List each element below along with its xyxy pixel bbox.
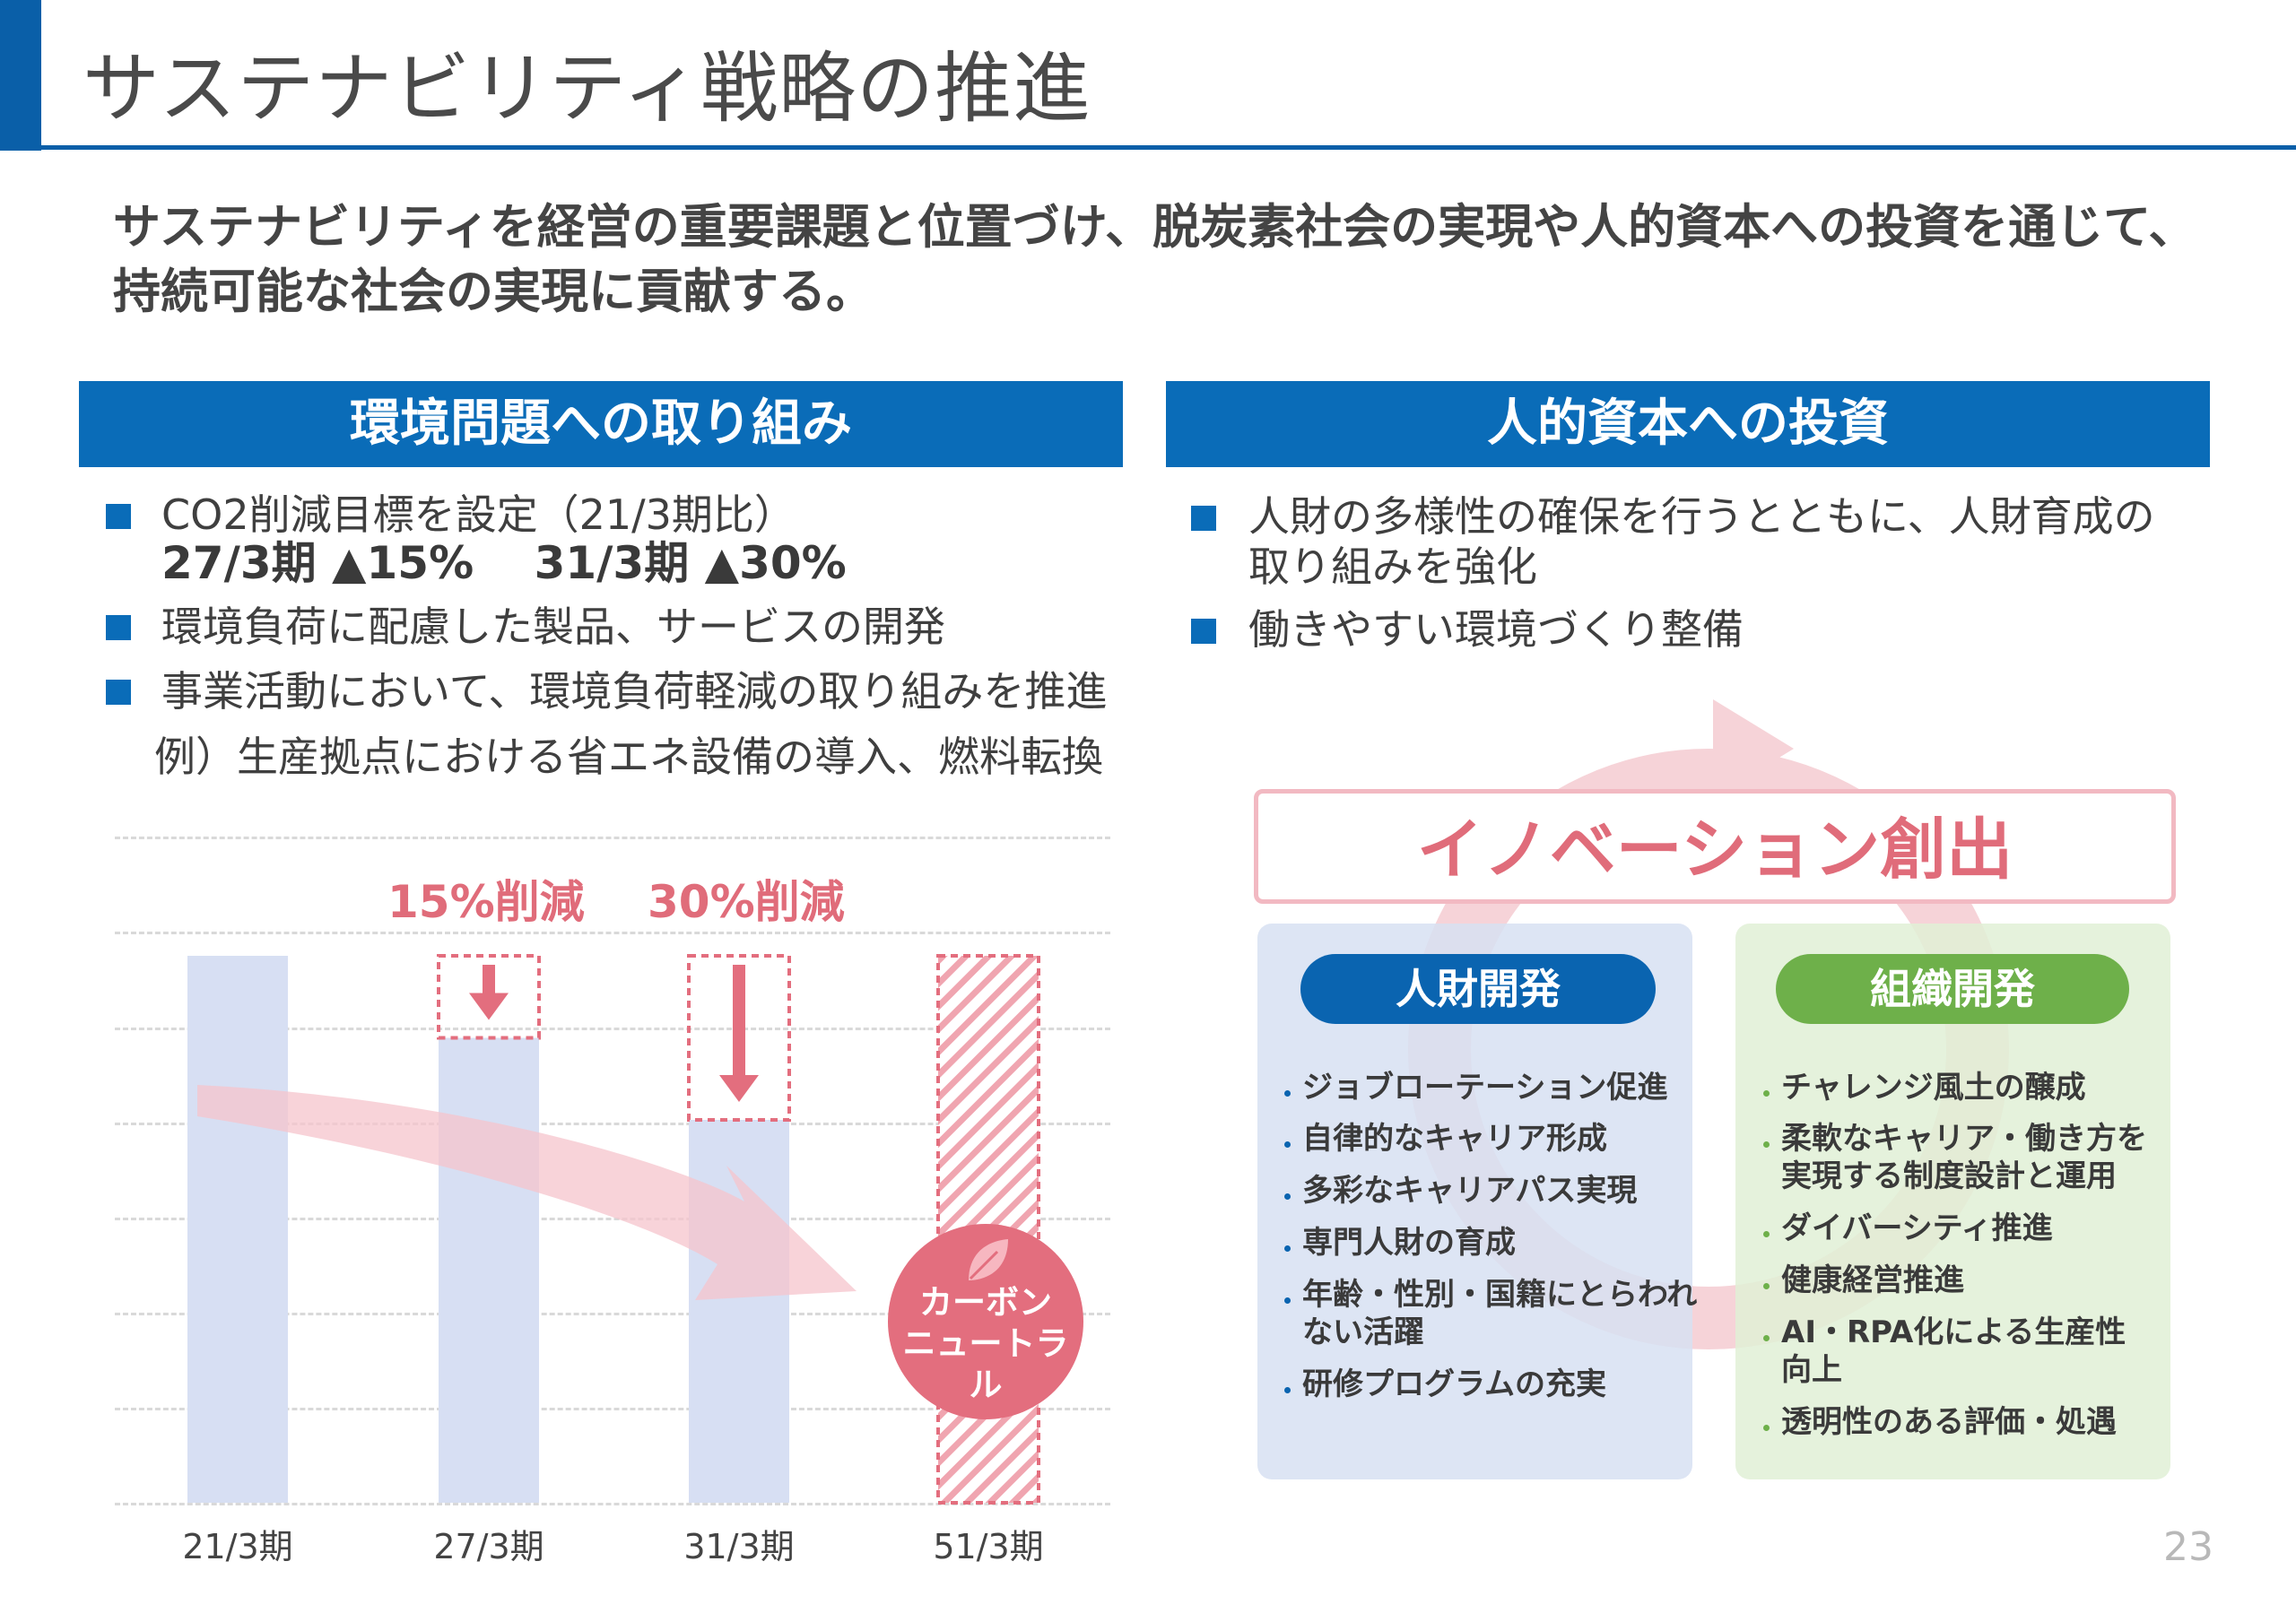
bar-21/3期 bbox=[187, 956, 288, 1503]
reduction-trend-arrow bbox=[197, 1085, 857, 1300]
down-arrow-shaft bbox=[733, 965, 745, 1075]
down-arrow-head bbox=[469, 993, 509, 1020]
carbon-label-line-2: ニュートラル bbox=[902, 1324, 1069, 1404]
x-tick-label: 27/3期 bbox=[433, 1527, 544, 1566]
env-section-header: 環境問題への取り組み bbox=[79, 381, 1123, 467]
grid-line bbox=[115, 1123, 1110, 1125]
innovation-title: イノベーション創出 bbox=[1416, 811, 2013, 889]
grid-line bbox=[115, 1408, 1110, 1410]
list-bullet bbox=[1763, 1283, 1770, 1289]
talent-development-pill: 人財開発 bbox=[1300, 954, 1656, 1024]
title-rule bbox=[0, 145, 2296, 150]
carbon-label-line-1: カーボン bbox=[919, 1283, 1052, 1322]
talent-item-5: 年齢・性別・国籍にとらわれ bbox=[1302, 1277, 1698, 1313]
org-item-3: ダイバーシティ推進 bbox=[1781, 1210, 2053, 1246]
talent-item-6: 研修プログラムの充実 bbox=[1302, 1366, 1606, 1402]
hr-bullet-1-marker bbox=[1191, 506, 1216, 531]
list-bullet bbox=[1284, 1297, 1291, 1304]
x-tick-label: 31/3期 bbox=[683, 1527, 795, 1566]
reduction-outline-31/3期 bbox=[687, 954, 791, 1122]
talent-item-4: 専門人財の育成 bbox=[1302, 1225, 1516, 1261]
list-bullet bbox=[1284, 1090, 1291, 1097]
grid-line bbox=[115, 1028, 1110, 1030]
page-number: 23 bbox=[2163, 1524, 2213, 1570]
grid-line bbox=[115, 932, 1110, 934]
list-bullet bbox=[1763, 1425, 1770, 1431]
list-bullet bbox=[1763, 1335, 1770, 1341]
talent-item-5-cont: ない活躍 bbox=[1302, 1314, 1424, 1350]
reduction-outline-27/3期 bbox=[437, 954, 541, 1040]
org-development-pill: 組織開発 bbox=[1776, 954, 2129, 1024]
env-bullet-1: CO2削減目標を設定（21/3期比） bbox=[161, 490, 796, 539]
env-example-line: 例）生産拠点における省エネ設備の導入、燃料転換 bbox=[154, 733, 1103, 781]
leaf-icon bbox=[969, 1239, 1008, 1280]
hr-section-header: 人的資本への投資 bbox=[1166, 381, 2210, 467]
hr-bullet-2: 働きやすい環境づくり整備 bbox=[1248, 605, 1744, 654]
grid-line bbox=[115, 1313, 1110, 1315]
talent-item-3: 多彩なキャリアパス実現 bbox=[1302, 1173, 1638, 1209]
page-subtitle: サステナビリティを経営の重要課題と位置づけ、脱炭素社会の実現や人的資本への投資を… bbox=[113, 200, 2196, 319]
env-bullet-3: 事業活動において、環境負荷軽減の取り組みを推進 bbox=[161, 667, 1108, 716]
carbon-neutral-label: カーボン ニュートラル bbox=[888, 1282, 1083, 1406]
down-arrow-shaft bbox=[483, 965, 495, 993]
org-item-6: 透明性のある評価・処遇 bbox=[1781, 1404, 2117, 1440]
list-bullet bbox=[1763, 1090, 1770, 1097]
callout-30: 30%削減 bbox=[648, 876, 845, 928]
env-bullet-3-marker bbox=[106, 680, 131, 705]
title-accent-bar bbox=[0, 0, 41, 151]
env-bullet-2: 環境負荷に配慮した製品、サービスの開発 bbox=[161, 603, 945, 651]
grid-line bbox=[115, 837, 1110, 839]
org-item-1: チャレンジ風土の醸成 bbox=[1781, 1070, 2086, 1106]
hr-bullet-1: 人財の多様性の確保を行うとともに、人財育成の bbox=[1248, 492, 2155, 541]
org-item-5-cont: 向上 bbox=[1781, 1352, 1842, 1388]
list-bullet bbox=[1284, 1193, 1291, 1200]
callout-15: 15%削減 bbox=[387, 876, 585, 928]
down-arrow-head bbox=[719, 1075, 759, 1102]
org-item-4: 健康経営推進 bbox=[1781, 1262, 1964, 1298]
env-bullet-2-marker bbox=[106, 615, 131, 640]
list-bullet bbox=[1763, 1141, 1770, 1148]
list-bullet bbox=[1763, 1231, 1770, 1237]
org-item-5: AI・RPA化による生産性 bbox=[1781, 1314, 2126, 1350]
list-bullet bbox=[1284, 1141, 1291, 1148]
page-title: サステナビリティ戦略の推進 bbox=[83, 44, 1091, 134]
innovation-box bbox=[1254, 789, 2176, 904]
x-tick-label: 51/3期 bbox=[933, 1527, 1044, 1566]
talent-item-1: ジョブローテーション促進 bbox=[1302, 1070, 1668, 1106]
env-target-line: 27/3期 ▲15% 31/3期 ▲30% bbox=[161, 537, 847, 589]
list-bullet bbox=[1284, 1387, 1291, 1393]
list-bullet bbox=[1284, 1245, 1291, 1252]
x-tick-label: 21/3期 bbox=[182, 1527, 293, 1566]
org-item-2-cont: 実現する制度設計と運用 bbox=[1781, 1158, 2117, 1194]
org-item-2: 柔軟なキャリア・働き方を bbox=[1781, 1121, 2147, 1157]
grid-line bbox=[115, 1503, 1110, 1505]
env-bullet-1-marker bbox=[106, 504, 131, 529]
hr-bullet-1-cont: 取り組みを強化 bbox=[1248, 542, 1537, 591]
hr-bullet-2-marker bbox=[1191, 619, 1216, 644]
grid-line bbox=[115, 1218, 1110, 1220]
talent-item-2: 自律的なキャリア形成 bbox=[1302, 1121, 1607, 1157]
